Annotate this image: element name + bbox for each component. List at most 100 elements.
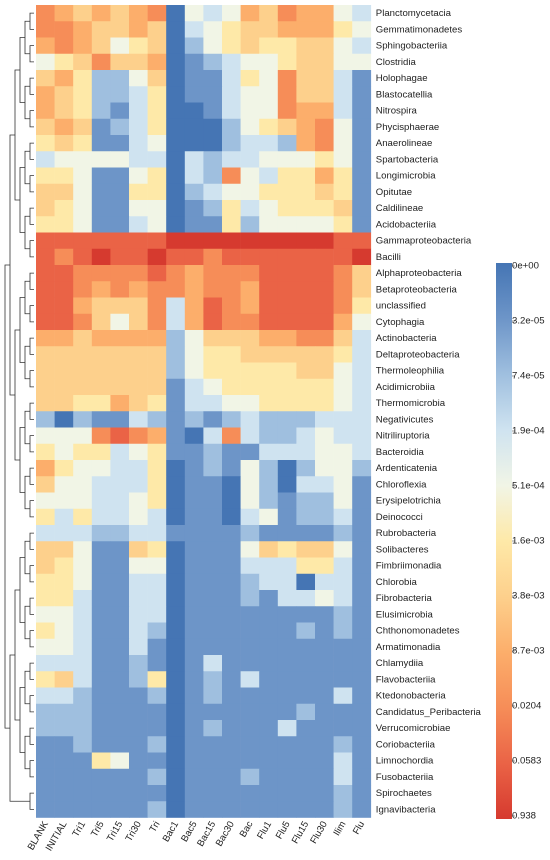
- heatmap-cell: [240, 281, 260, 298]
- heatmap-cell: [166, 378, 186, 396]
- dendrogram-branch: [29, 695, 34, 713]
- dendrogram-branch: [29, 370, 34, 388]
- heatmap-cell: [259, 281, 279, 298]
- heatmap-cell: [36, 102, 55, 120]
- heatmap-cell: [36, 801, 55, 818]
- heatmap-cell: [54, 801, 74, 818]
- heatmap-cell: [36, 752, 55, 770]
- heatmap-cell: [222, 655, 241, 672]
- heatmap-cell: [110, 118, 130, 136]
- heatmap-cell: [129, 655, 148, 672]
- heatmap-cell: [222, 590, 241, 607]
- heatmap-cell: [110, 573, 130, 591]
- heatmap-cell: [333, 703, 353, 721]
- heatmap-cell: [296, 671, 316, 688]
- heatmap-cell: [184, 622, 204, 640]
- heatmap-cell: [296, 346, 316, 363]
- heatmap-cell: [315, 638, 334, 656]
- heatmap-cell: [333, 70, 353, 87]
- heatmap-cell: [277, 53, 297, 71]
- heatmap-cell: [54, 297, 74, 315]
- heatmap-cell: [129, 70, 148, 87]
- heatmap-cell: [315, 736, 334, 753]
- heatmap-cell: [315, 427, 334, 445]
- heatmap-cell: [259, 167, 279, 185]
- heatmap-cell: [277, 541, 297, 558]
- heatmap-cell: [315, 53, 334, 71]
- row-label: Verrucomicrobiae: [376, 723, 451, 734]
- heatmap-cell: [240, 752, 260, 770]
- heatmap-cell: [203, 183, 223, 201]
- heatmap-cell: [315, 460, 334, 477]
- heatmap-cell: [91, 5, 111, 22]
- heatmap-cell: [296, 330, 316, 347]
- heatmap-cell: [333, 216, 353, 233]
- heatmap-cell: [352, 720, 372, 737]
- heatmap-cell: [184, 313, 204, 331]
- heatmap-cell: [166, 557, 186, 575]
- heatmap-cell: [36, 703, 55, 721]
- heatmap-cell: [129, 378, 148, 396]
- heatmap-cell: [54, 590, 74, 607]
- heatmap-cell: [315, 557, 334, 575]
- heatmap-cell: [296, 768, 316, 786]
- heatmap-cell: [203, 118, 223, 136]
- heatmap-cell: [36, 492, 55, 510]
- heatmap-cell: [110, 460, 130, 477]
- heatmap-cell: [296, 248, 316, 266]
- heatmap-cell: [296, 151, 316, 168]
- heatmap-cell: [91, 102, 111, 120]
- heatmap-cell: [296, 622, 316, 640]
- heatmap-cell: [36, 378, 55, 396]
- heatmap-cell: [277, 622, 297, 640]
- heatmap-cell: [296, 313, 316, 331]
- heatmap-cell: [203, 541, 223, 558]
- heatmap-cell: [315, 476, 334, 493]
- heatmap-cell: [73, 655, 93, 672]
- heatmap-cell: [259, 687, 279, 705]
- heatmap-cell: [259, 135, 279, 152]
- heatmap-cell: [184, 720, 204, 737]
- heatmap-cell: [315, 378, 334, 396]
- heatmap-cell: [73, 801, 93, 818]
- heatmap-cell: [91, 313, 111, 331]
- heatmap-cell: [315, 622, 334, 640]
- heatmap-cell: [91, 21, 111, 38]
- heatmap-cell: [73, 232, 93, 250]
- heatmap-cell: [91, 606, 111, 623]
- heatmap-cell: [333, 525, 353, 542]
- heatmap-cell: [36, 151, 55, 168]
- heatmap-cell: [333, 183, 353, 201]
- heatmap-cell: [333, 768, 353, 786]
- heatmap-cell: [333, 346, 353, 363]
- heatmap-cell: [296, 118, 316, 136]
- heatmap-cell: [91, 443, 111, 461]
- heatmap-cell: [91, 768, 111, 786]
- heatmap-cell: [91, 671, 111, 688]
- heatmap-cell: [129, 232, 148, 250]
- heatmap-cell: [91, 411, 111, 428]
- heatmap-cell: [147, 508, 167, 526]
- heatmap-cell: [259, 655, 279, 672]
- heatmap-cell: [73, 671, 93, 688]
- heatmap-cell: [166, 86, 186, 103]
- heatmap-cell: [277, 248, 297, 266]
- heatmap-cell: [36, 460, 55, 477]
- heatmap-cell: [277, 655, 297, 672]
- heatmap-cell: [352, 248, 372, 266]
- row-label: Ignavibacteria: [376, 804, 436, 815]
- heatmap-cell: [73, 736, 93, 753]
- heatmap-cell: [333, 492, 353, 510]
- heatmap-cell: [203, 151, 223, 168]
- heatmap-cell: [315, 37, 334, 55]
- heatmap-cell: [129, 86, 148, 103]
- heatmap-cell: [110, 151, 130, 168]
- heatmap-cell: [166, 752, 186, 770]
- heatmap-cell: [91, 573, 111, 591]
- heatmap-cell: [166, 5, 186, 22]
- heatmap-cell: [73, 427, 93, 445]
- heatmap-cell: [147, 21, 167, 38]
- heatmap-cell: [91, 427, 111, 445]
- heatmap-cell: [73, 541, 93, 558]
- heatmap-cell: [54, 118, 74, 136]
